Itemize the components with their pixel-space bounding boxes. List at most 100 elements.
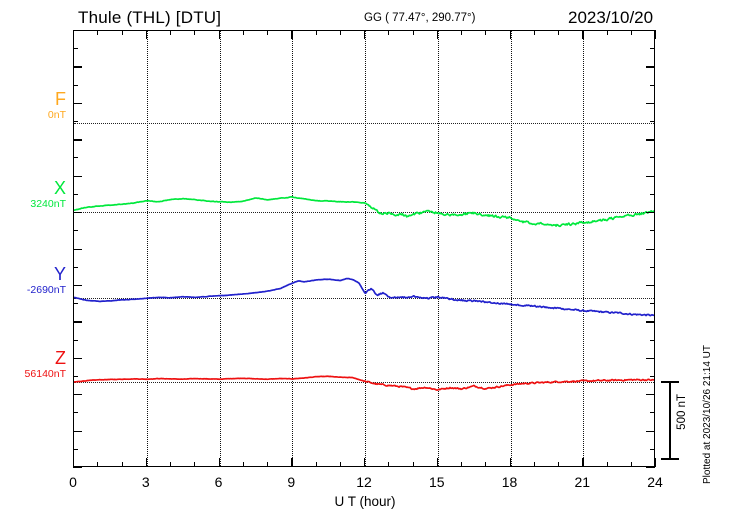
- x-tick-label: 6: [214, 474, 223, 490]
- component-label-f: F 0nT: [2, 90, 66, 121]
- x-tick-label: 21: [574, 474, 591, 490]
- y-tick-right: [650, 339, 655, 341]
- y-tick-right: [646, 284, 655, 287]
- x-tick-bottom: [485, 462, 487, 467]
- x-tick-top: [655, 30, 657, 39]
- x-tick-bottom: [412, 462, 414, 467]
- component-label-x: X 3240nT: [2, 179, 66, 210]
- x-tick-top: [170, 30, 171, 35]
- y-tick-right: [650, 375, 655, 377]
- component-baseline-value: 3240nT: [30, 197, 66, 210]
- y-tick-left: [73, 48, 78, 50]
- component-letter: F: [55, 89, 66, 109]
- x-tick-top: [145, 30, 148, 39]
- gridline-vertical: [146, 31, 148, 466]
- baseline-x: [74, 212, 654, 213]
- x-tick-top: [218, 30, 220, 39]
- x-tick-top: [630, 30, 632, 35]
- y-tick-left: [73, 30, 82, 32]
- x-tick-bottom: [121, 462, 123, 467]
- trace-y: [74, 277, 654, 317]
- baseline-y: [74, 298, 654, 299]
- component-letter: Y: [53, 264, 66, 284]
- x-tick-label: 15: [428, 474, 445, 490]
- x-tick-top: [364, 30, 366, 39]
- y-tick-right: [650, 121, 655, 123]
- trace-x: [74, 196, 654, 228]
- component-letter: X: [53, 178, 66, 198]
- y-tick-left: [73, 284, 82, 287]
- component-baseline-value: 56140nT: [24, 367, 66, 380]
- x-tick-bottom: [267, 462, 268, 467]
- y-tick-right: [646, 321, 655, 323]
- gridline-vertical: [437, 31, 439, 466]
- x-tick-top: [315, 30, 317, 35]
- y-tick-left: [73, 157, 78, 159]
- component-baseline-value: -2690nT: [26, 283, 66, 296]
- y-tick-right: [650, 84, 655, 86]
- x-tick-top: [436, 30, 439, 39]
- x-axis-title: U T (hour): [334, 494, 396, 509]
- x-tick-label: 0: [69, 474, 77, 490]
- y-tick-right: [650, 157, 655, 159]
- x-tick-top: [121, 30, 123, 35]
- y-tick-left: [73, 139, 82, 141]
- y-tick-right: [646, 102, 655, 105]
- x-tick-label: 12: [356, 474, 372, 490]
- x-tick-bottom: [509, 458, 511, 467]
- x-tick-label: 24: [647, 474, 663, 490]
- scale-bar-bottom-cap: [661, 458, 679, 460]
- y-tick-left: [73, 84, 78, 86]
- x-tick-top: [194, 30, 196, 35]
- x-tick-top: [606, 30, 608, 35]
- x-tick-top: [242, 30, 244, 35]
- gridline-vertical: [292, 31, 294, 466]
- y-tick-right: [650, 303, 655, 305]
- x-tick-top: [582, 30, 584, 39]
- x-tick-bottom: [73, 458, 75, 467]
- y-tick-right: [646, 394, 655, 396]
- y-tick-left: [73, 412, 78, 414]
- y-tick-left: [73, 339, 78, 341]
- x-tick-top: [461, 30, 462, 35]
- y-tick-right: [650, 193, 655, 195]
- y-tick-left: [73, 66, 82, 68]
- y-tick-right: [646, 66, 655, 68]
- y-tick-right: [646, 139, 655, 141]
- x-tick-top: [97, 30, 99, 35]
- x-tick-bottom: [388, 462, 390, 467]
- x-tick-top: [388, 30, 390, 35]
- gridline-vertical: [219, 31, 221, 466]
- x-tick-bottom: [630, 462, 632, 467]
- x-tick-bottom: [436, 458, 439, 467]
- x-tick-top: [485, 30, 487, 35]
- x-tick-bottom: [145, 458, 148, 467]
- x-tick-bottom: [339, 462, 341, 467]
- y-tick-right: [646, 175, 655, 177]
- plot-frame: [73, 30, 655, 467]
- geographic-coordinates: GG ( 77.47°, 290.77°): [364, 12, 476, 24]
- scale-bar-label: 500 nT: [676, 394, 688, 430]
- x-tick-label: 3: [141, 474, 150, 490]
- x-tick-top: [73, 30, 75, 39]
- trace-z: [74, 375, 654, 391]
- y-tick-right: [650, 412, 655, 414]
- y-tick-left: [73, 430, 82, 432]
- component-label-z: Z 56140nT: [2, 349, 66, 380]
- y-tick-right: [650, 266, 655, 268]
- x-tick-bottom: [533, 462, 535, 467]
- y-tick-left: [73, 102, 82, 105]
- y-tick-left: [73, 121, 78, 123]
- y-tick-left: [73, 175, 82, 177]
- y-tick-left: [73, 467, 82, 469]
- x-tick-top: [267, 30, 268, 35]
- x-tick-bottom: [461, 462, 462, 467]
- y-tick-right: [646, 357, 655, 360]
- y-tick-left: [73, 321, 82, 323]
- plotted-timestamp: Plotted at 2023/10/26 21:14 UT: [702, 345, 713, 484]
- x-tick-bottom: [170, 462, 171, 467]
- y-tick-right: [650, 230, 655, 232]
- x-tick-top: [509, 30, 511, 39]
- x-tick-bottom: [582, 458, 584, 467]
